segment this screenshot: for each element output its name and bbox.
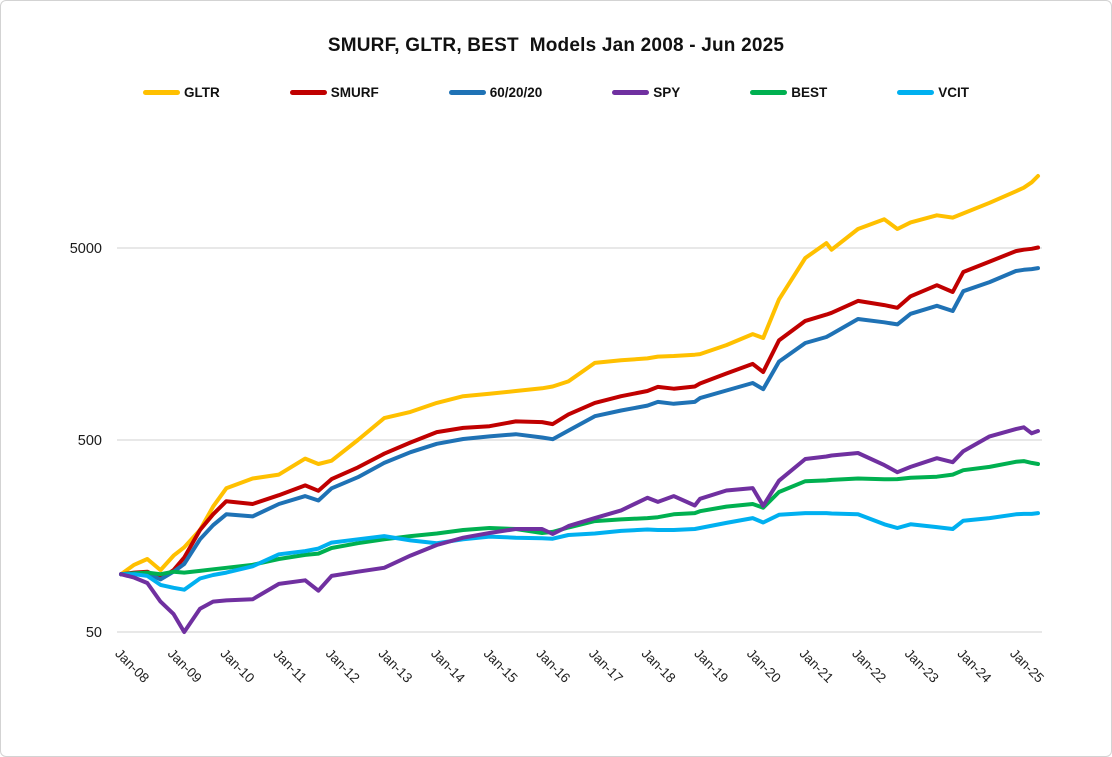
x-axis-label-Jan-17: Jan-17: [586, 646, 626, 686]
x-axis-label-Jan-13: Jan-13: [375, 646, 415, 686]
y-axis-label-50: 50: [86, 625, 102, 641]
legend-item-60-20-20: 60/20/20: [448, 84, 543, 100]
x-axis-label-Jan-23: Jan-23: [902, 646, 942, 686]
x-axis-label-Jan-08: Jan-08: [112, 646, 152, 686]
x-axis-label-Jan-19: Jan-19: [691, 646, 731, 686]
x-axis-label-Jan-25: Jan-25: [1007, 646, 1047, 686]
x-axis-label-Jan-14: Jan-14: [428, 646, 468, 686]
legend-item-vcit: VCIT: [897, 85, 969, 100]
x-axis-label-Jan-22: Jan-22: [849, 646, 889, 686]
60-20-20-line-swatch-icon: [448, 89, 486, 95]
series-line-best: [119, 459, 1040, 577]
legend-label-smurf: SMURF: [330, 84, 379, 100]
y-axis-label-500: 500: [78, 433, 102, 449]
chart-legend: GLTR SMURF 60/20/20 SPY BEST VCIT: [143, 84, 969, 100]
series-line-spy: [119, 425, 1040, 634]
x-axis-label-Jan-21: Jan-21: [797, 646, 837, 686]
chart-title: SMURF, GLTR, BEST Models Jan 2008 - Jun …: [327, 35, 785, 56]
legend-label-spy: SPY: [653, 84, 681, 100]
series-line-gltr: [119, 174, 1040, 577]
series-line-vcit: [119, 511, 1040, 592]
x-axis-label-Jan-20: Jan-20: [744, 646, 784, 686]
gltr-line-swatch-icon: [143, 89, 180, 95]
x-axis-label-Jan-09: Jan-09: [165, 646, 205, 686]
x-axis-label-Jan-24: Jan-24: [955, 646, 995, 686]
best-line-swatch-icon: [750, 89, 788, 95]
smurf-line-swatch-icon: [289, 89, 327, 95]
y-axis-label-5000: 5000: [70, 241, 102, 257]
legend-item-best: BEST: [750, 85, 827, 100]
x-axis-label-Jan-15: Jan-15: [481, 646, 521, 686]
x-axis-label-Jan-16: Jan-16: [533, 646, 573, 686]
legend-label-best: BEST: [791, 84, 828, 100]
x-axis-label-Jan-12: Jan-12: [323, 646, 363, 686]
x-axis-label-Jan-11: Jan-11: [271, 646, 310, 685]
series-line-smurf: [119, 245, 1040, 581]
spy-line-swatch-icon: [612, 89, 650, 95]
vcit-line-swatch-icon: [897, 89, 935, 95]
legend-label-gltr: GLTR: [184, 84, 220, 100]
legend-label-60-20-20: 60/20/20: [489, 84, 543, 100]
legend-item-spy: SPY: [612, 85, 680, 100]
x-axis-label-Jan-10: Jan-10: [218, 646, 258, 686]
legend-label-vcit: VCIT: [938, 84, 969, 100]
legend-item-smurf: SMURF: [289, 84, 379, 100]
series-line-60-20-20: [119, 266, 1040, 582]
x-axis-label-Jan-18: Jan-18: [639, 646, 679, 686]
legend-item-gltr: GLTR: [143, 85, 220, 100]
